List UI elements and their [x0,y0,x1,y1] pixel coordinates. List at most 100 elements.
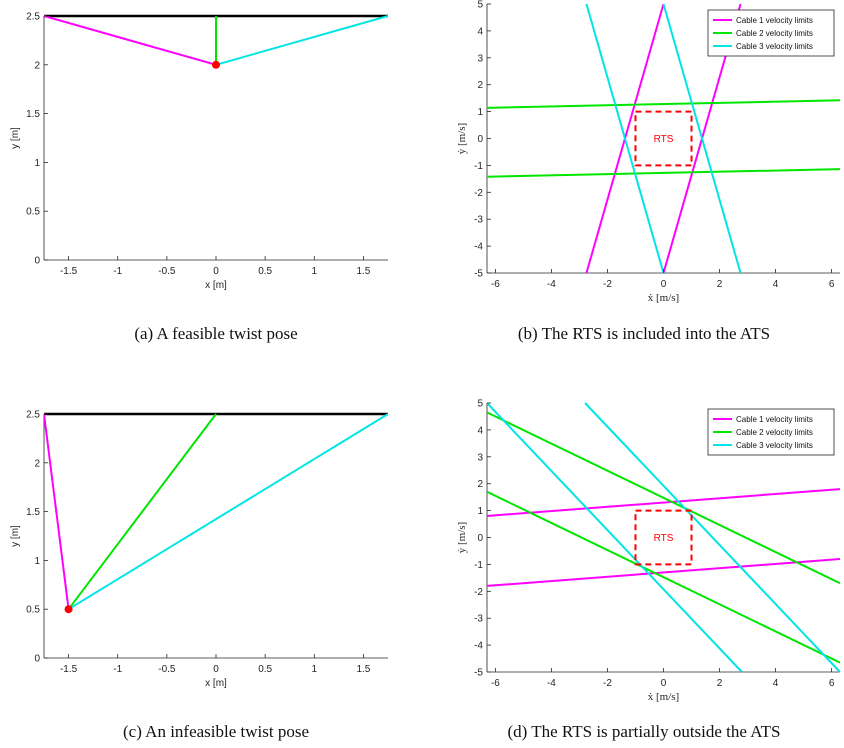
x-axis-label: ẋ [m/s] [648,691,679,703]
legend-label-cable-1: Cable 1 velocity limits [736,415,813,424]
velocity-limit-line-6 [584,402,840,673]
caption-d: (d) The RTS is partially outside the ATS [507,722,781,741]
y-tick-label: 1 [477,107,483,118]
velocity-limit-line-4 [487,490,840,664]
velocity-limit-line-4 [487,168,840,178]
y-tick-label: 5 [477,0,483,11]
rts-label: RTS [654,134,674,145]
y-tick-label: -4 [474,641,483,652]
x-tick-label: 0 [213,266,219,277]
x-tick-label: -4 [547,678,556,689]
velocity-limit-line-5 [487,402,743,673]
legend-label-cable-3: Cable 3 velocity limits [736,42,813,51]
legend-label-cable-2: Cable 2 velocity limits [736,428,813,437]
y-tick-label: 0 [34,256,40,267]
chart-c-infeasible-pose: -1.5 -1 -0.5 0 0.5 1 1.5 0 0.5 1 1.5 2 2.5 x [m] y [m] [10,410,388,689]
x-tick-label: 2 [717,678,723,689]
rts-label: RTS [654,533,674,544]
x-tick-label: 0 [661,678,667,689]
x-axis-label: x [m] [205,280,227,291]
velocity-limit-line-6 [662,3,742,274]
y-tick-label: -2 [474,188,483,199]
y-tick-label: 2 [34,458,40,469]
y-tick-label: 2 [477,80,483,91]
y-tick-label: -3 [474,215,483,226]
y-tick-label: 1 [34,556,40,567]
velocity-limit-line-2 [487,558,840,587]
x-tick-label: 2 [717,279,723,290]
x-tick-label: -2 [603,678,612,689]
x-tick-label: -4 [547,279,556,290]
y-axis-label: y [m] [10,127,21,149]
y-tick-label: 1.5 [26,507,40,518]
y-tick-label: 0 [477,134,483,145]
rts-box [634,110,693,167]
plot-area [44,412,388,611]
cable-1-line [44,413,70,610]
y-tick-label: 2.5 [26,12,40,23]
y-axis-label: y [m] [10,525,21,547]
y-tick-label: 2 [477,479,483,490]
y-tick-label: 3 [477,452,483,463]
y-tick-label: 3 [477,53,483,64]
end-effector-point [212,60,220,69]
caption-b: (b) The RTS is included into the ATS [517,324,771,343]
y-tick-label: -3 [474,614,483,625]
y-tick-label: 2 [34,60,40,71]
rts-box [634,509,693,566]
x-tick-label: 1.5 [356,266,370,277]
y-tick-label: 0.5 [26,207,40,218]
x-tick-label: -0.5 [158,266,176,277]
y-tick-label: 0 [477,533,483,544]
velocity-limit-line-3 [487,99,840,109]
legend-label-cable-3: Cable 3 velocity limits [736,441,813,450]
plot-area [487,402,840,673]
x-tick-label: 0 [661,279,667,290]
y-tick-label: 1 [477,506,483,517]
x-tick-label: -2 [603,279,612,290]
cable-3-line [68,413,388,611]
y-tick-label: -4 [474,242,483,253]
y-tick-label: 1 [34,158,40,169]
x-axis-label: x [m] [205,678,227,689]
x-tick-label: 4 [773,678,779,689]
x-tick-label: 6 [829,279,835,290]
x-tick-label: 4 [773,279,779,290]
y-tick-label: 5 [477,399,483,410]
y-tick-label: 4 [477,26,483,37]
plot-area [487,3,840,274]
y-tick-label: -5 [474,269,483,280]
y-tick-label: -1 [474,560,483,571]
velocity-limit-line-3 [487,411,840,585]
x-tick-label: -1 [113,664,122,675]
cable-2-line [67,413,217,610]
y-axis-label: ẏ [m/s] [456,123,468,154]
x-tick-label: -6 [491,678,500,689]
chart-b-velocity-limits-included: -6 -4 -2 0 2 4 6 -5 -4 -3 -2 -1 0 1 2 3 4 5 ẋ [m/s] ẏ [m/s]… [456,0,840,304]
y-tick-label: 4 [477,425,483,436]
chart-a-feasible-pose: -1.5 -1 -0.5 0 0.5 1 1.5 0 0.5 1 1.5 2 2.5 x [m] y [m] [10,12,388,291]
x-tick-label: 1 [312,664,318,675]
x-tick-label: -1 [113,266,122,277]
cable-1-line [44,15,217,66]
x-tick-label: -0.5 [158,664,176,675]
plot-area [44,14,388,66]
y-tick-label: -1 [474,161,483,172]
x-tick-label: 0 [213,664,219,675]
y-tick-label: 2.5 [26,410,40,421]
velocity-limit-line-5 [585,3,665,274]
legend-label-cable-1: Cable 1 velocity limits [736,16,813,25]
y-tick-label: 1.5 [26,109,40,120]
x-tick-label: 1 [312,266,318,277]
x-tick-label: 0.5 [258,266,272,277]
velocity-limit-line-1 [487,488,840,517]
caption-c: (c) An infeasible twist pose [122,722,309,741]
x-tick-label: 1.5 [356,664,370,675]
x-tick-label: -1.5 [60,664,78,675]
y-tick-label: -2 [474,587,483,598]
y-tick-label: 0.5 [26,605,40,616]
x-tick-label: -6 [491,279,500,290]
x-tick-label: 6 [829,678,835,689]
x-tick-label: 0.5 [258,664,272,675]
